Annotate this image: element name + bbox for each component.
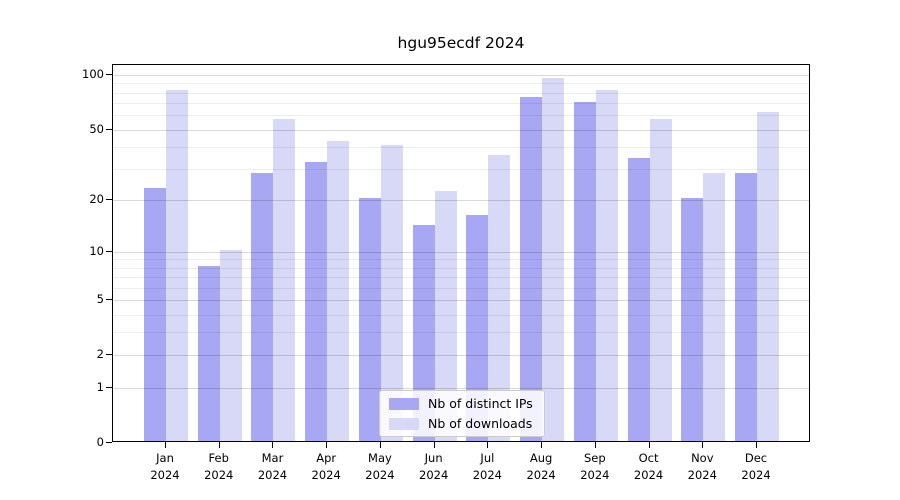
- x-tick-mark: [272, 442, 274, 448]
- grid-line-minor: [113, 314, 809, 316]
- grid-line-minor: [113, 277, 809, 279]
- y-tick-label: 5: [96, 292, 104, 307]
- grid-line-major: [113, 129, 809, 131]
- bar-downloads: [219, 249, 242, 441]
- y-tick-mark: [106, 386, 112, 388]
- bar-distinct-ips: [305, 162, 328, 441]
- y-tick-mark: [106, 250, 112, 252]
- bar-downloads: [703, 172, 726, 441]
- x-tick-label: Jun 2024: [419, 451, 449, 482]
- y-tick-label: 1: [96, 379, 104, 394]
- bar-distinct-ips: [573, 102, 596, 441]
- legend-label: Nb of downloads: [428, 416, 533, 431]
- legend-row: Nb of distinct IPs: [389, 396, 535, 411]
- y-tick-mark: [106, 74, 112, 76]
- y-tick-label: 2: [96, 347, 104, 362]
- bar-distinct-ips: [251, 172, 274, 441]
- x-tick-mark: [487, 442, 489, 448]
- x-tick-label: Sep 2024: [580, 451, 610, 482]
- bar-distinct-ips: [627, 157, 650, 441]
- bar-distinct-ips: [520, 96, 543, 441]
- bar-distinct-ips: [358, 198, 381, 441]
- bar-distinct-ips: [466, 215, 489, 441]
- x-tick-label: Jan 2024: [150, 451, 180, 482]
- chart-title: hgu95ecdf 2024: [397, 34, 525, 52]
- bar-downloads: [649, 118, 672, 441]
- y-tick-mark: [106, 128, 112, 130]
- x-tick-label: May 2024: [365, 451, 395, 482]
- x-tick-label: Apr 2024: [311, 451, 341, 482]
- bar-downloads: [380, 144, 403, 441]
- x-tick-mark: [648, 442, 650, 448]
- bar-downloads: [273, 118, 296, 441]
- bar-downloads: [434, 191, 457, 441]
- grid-line-major: [113, 300, 809, 302]
- y-tick-mark: [106, 442, 112, 443]
- y-tick-label: 0: [96, 435, 104, 449]
- bar-distinct-ips: [681, 198, 704, 441]
- x-tick-mark: [433, 442, 435, 448]
- bar-downloads: [757, 111, 780, 441]
- bar-downloads: [327, 141, 350, 441]
- grid-line-major: [113, 355, 809, 357]
- grid-line-minor: [113, 146, 809, 148]
- grid-line-minor: [113, 103, 809, 105]
- y-tick-mark: [106, 199, 112, 201]
- y-tick-label: 50: [89, 121, 104, 136]
- grid-line-minor: [113, 332, 809, 334]
- grid-line-minor: [113, 169, 809, 171]
- x-tick-label: Nov 2024: [687, 451, 717, 482]
- legend-swatch-downloads: [389, 417, 419, 430]
- legend-swatch-distinct-ips: [389, 397, 419, 410]
- legend-label: Nb of distinct IPs: [428, 396, 533, 411]
- x-tick-label: Jul 2024: [472, 451, 503, 482]
- bar-distinct-ips: [735, 172, 758, 441]
- y-tick-mark: [106, 354, 112, 356]
- x-tick-label: Dec 2024: [741, 451, 771, 482]
- grid-line-major: [113, 75, 809, 77]
- grid-line-minor: [113, 115, 809, 117]
- bar-downloads: [542, 77, 565, 441]
- grid-line-minor: [113, 92, 809, 94]
- bar-downloads: [595, 89, 618, 441]
- x-tick-mark: [165, 442, 166, 448]
- plot-area: [112, 64, 810, 442]
- x-tick-label: Aug 2024: [526, 451, 556, 482]
- x-tick-mark: [702, 442, 704, 448]
- legend: Nb of distinct IPs Nb of downloads: [379, 390, 545, 437]
- grid-line-major: [113, 200, 809, 202]
- grid-line-minor: [113, 287, 809, 289]
- bar-distinct-ips: [412, 225, 435, 441]
- bar-distinct-ips: [197, 265, 220, 441]
- grid-line-minor: [113, 267, 809, 269]
- grid-line-major: [113, 387, 809, 389]
- bar-distinct-ips: [144, 187, 166, 441]
- grid-line-minor: [113, 259, 809, 261]
- y-tick-label: 100: [82, 67, 104, 82]
- x-tick-label: Mar 2024: [257, 451, 288, 482]
- grid-line-minor: [113, 83, 809, 85]
- x-tick-label: Feb 2024: [204, 451, 234, 482]
- x-tick-mark: [379, 442, 381, 448]
- grid-line-major: [113, 251, 809, 253]
- x-tick-label: Oct 2024: [633, 451, 664, 482]
- x-tick-mark: [326, 442, 328, 448]
- bar-downloads: [488, 155, 511, 441]
- x-tick-mark: [756, 442, 758, 448]
- x-tick-mark: [594, 442, 596, 448]
- y-tick-label: 20: [89, 192, 104, 207]
- bar-downloads: [166, 89, 188, 441]
- y-tick-mark: [106, 299, 112, 301]
- legend-row: Nb of downloads: [389, 416, 535, 431]
- x-tick-mark: [218, 442, 220, 448]
- x-tick-mark: [541, 442, 543, 448]
- y-tick-label: 10: [89, 243, 104, 258]
